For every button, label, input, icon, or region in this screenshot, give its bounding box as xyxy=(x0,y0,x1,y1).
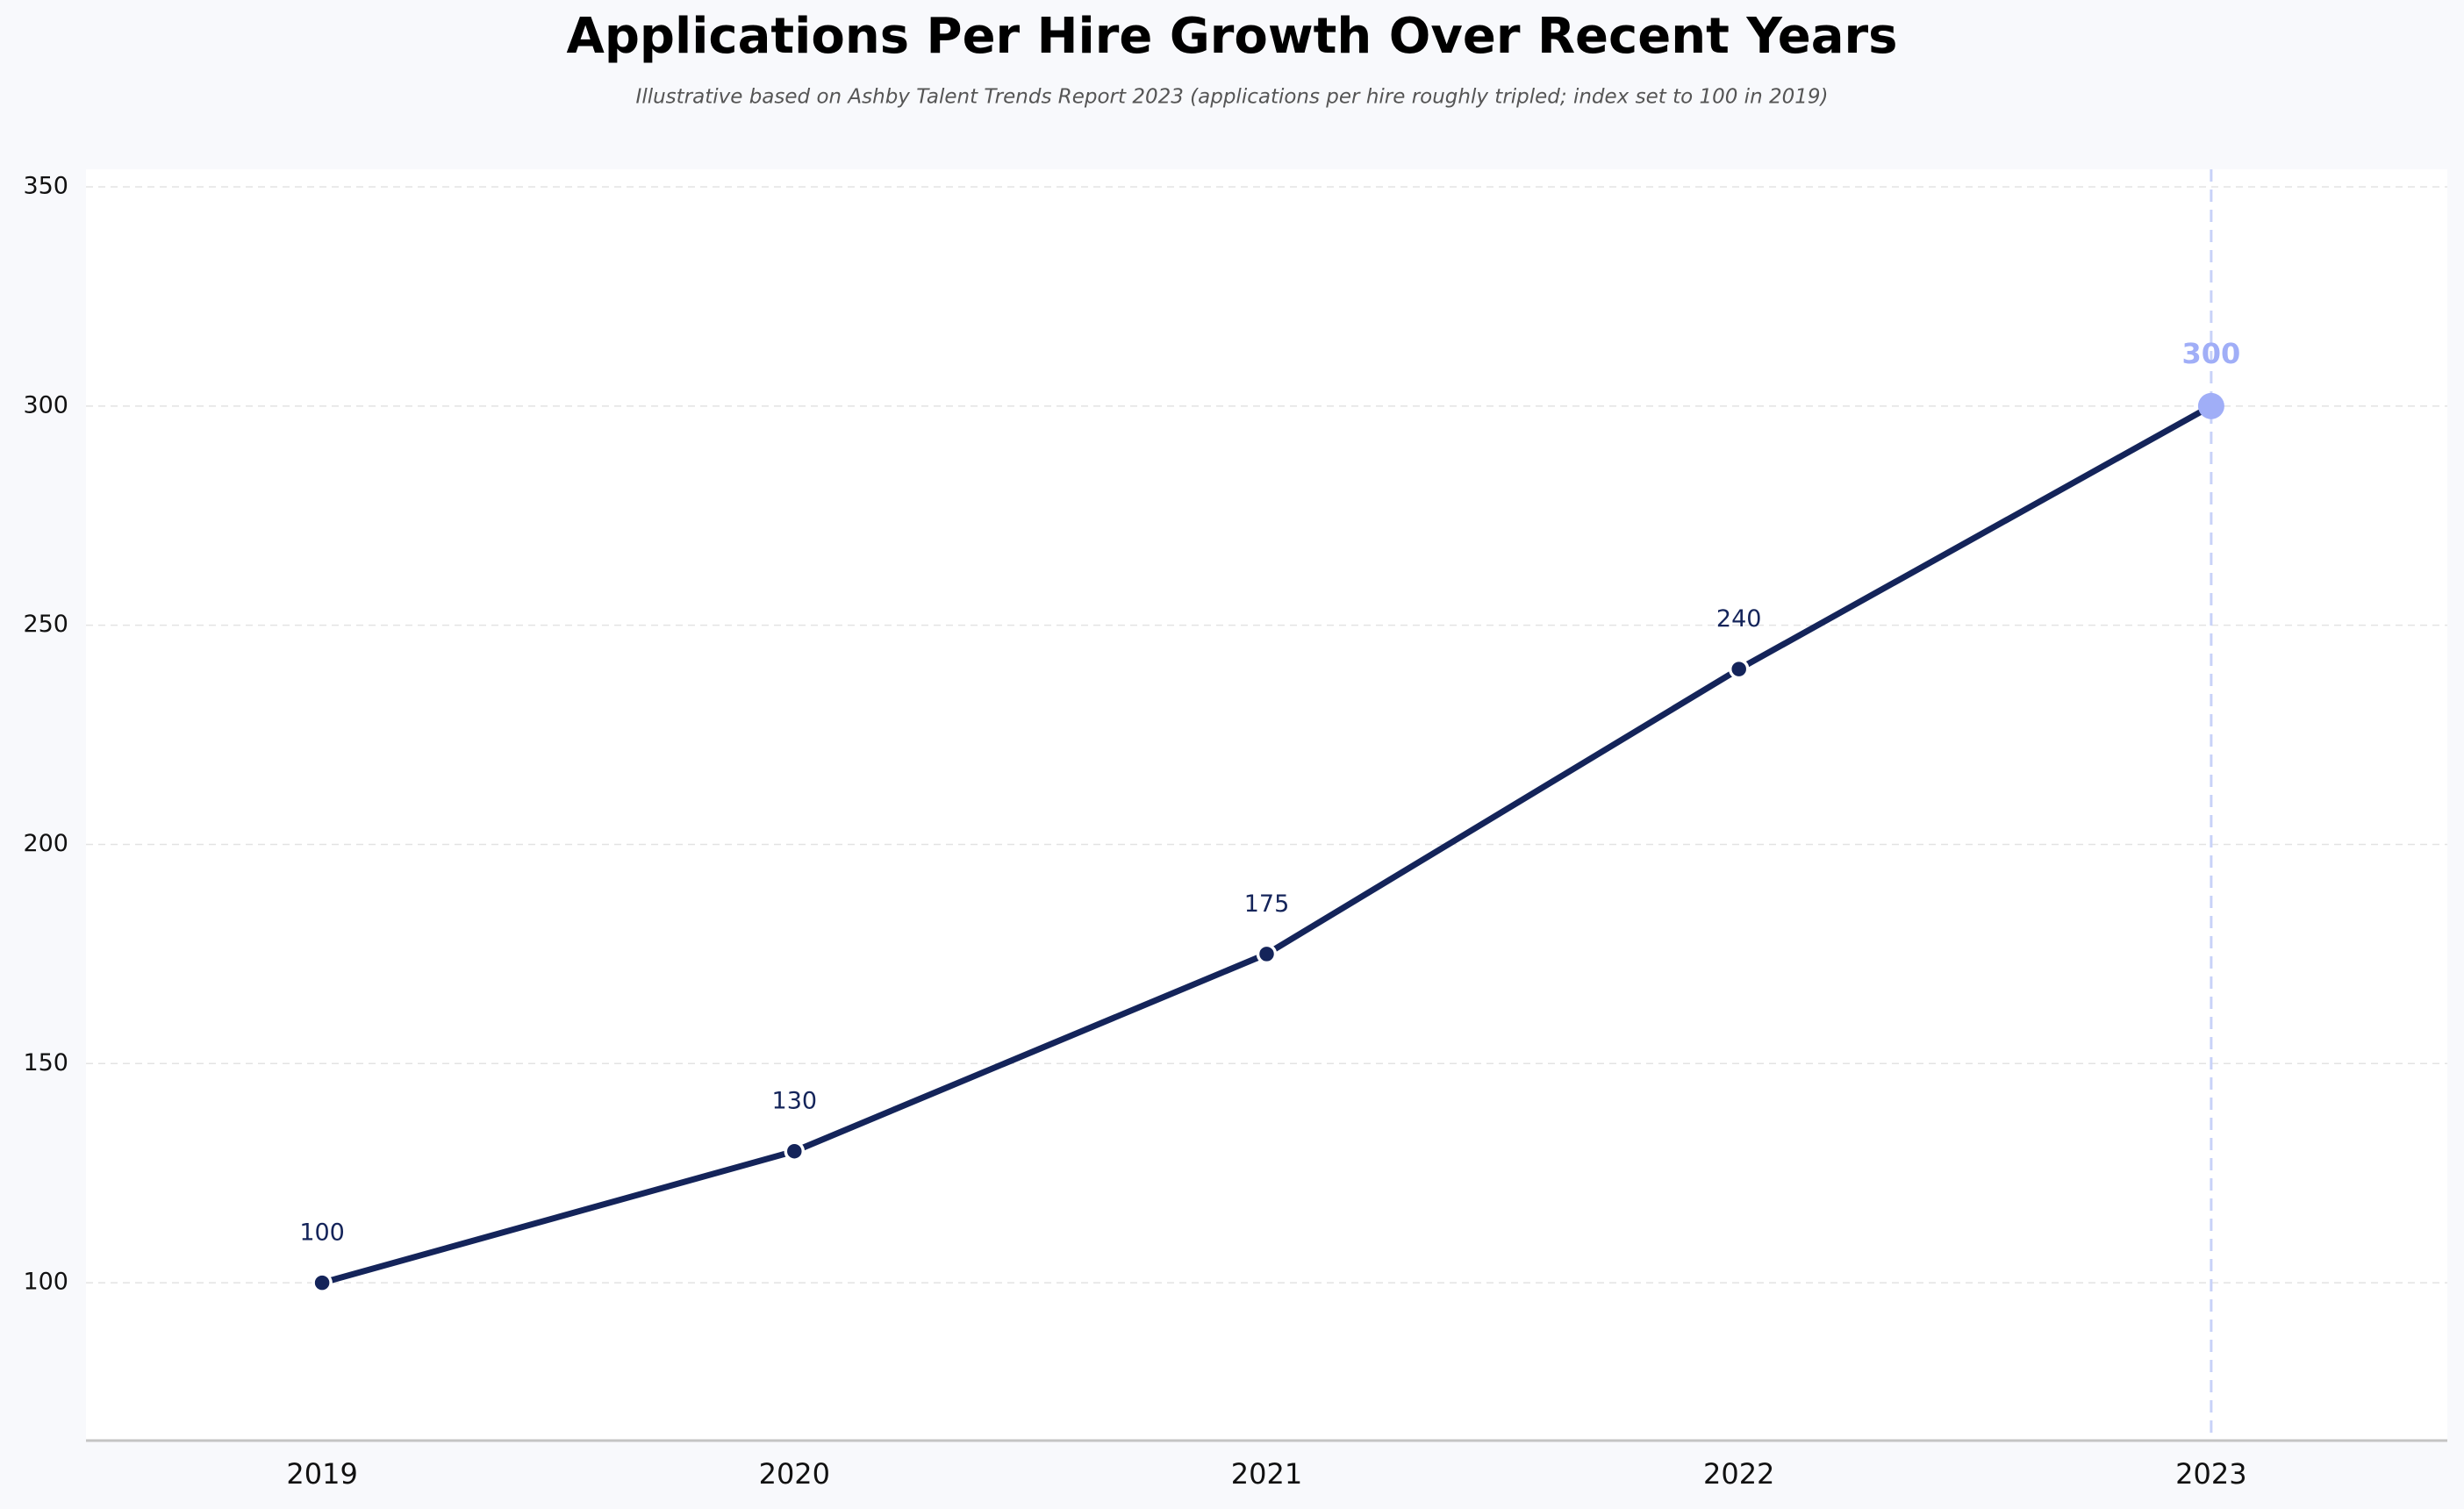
y-tick-label: 100 xyxy=(23,1269,68,1296)
data-label: 130 xyxy=(772,1088,818,1115)
data-point xyxy=(2197,392,2224,419)
y-tick-label: 150 xyxy=(23,1049,68,1076)
data-point xyxy=(1728,658,1750,680)
data-point xyxy=(1256,943,1278,965)
y-tick-label: 300 xyxy=(23,391,68,418)
y-tick-label: 250 xyxy=(23,611,68,638)
x-tick-label: 2019 xyxy=(286,1457,357,1491)
x-tick-label: 2020 xyxy=(759,1457,830,1491)
chart-title: Applications Per Hire Growth Over Recent… xyxy=(567,8,1898,65)
data-label: 100 xyxy=(299,1219,345,1247)
x-tick-label: 2021 xyxy=(1231,1457,1302,1491)
y-tick-label: 200 xyxy=(23,830,68,857)
x-tick-label: 2023 xyxy=(2175,1457,2246,1491)
plot-area xyxy=(86,169,2447,1441)
data-label: 300 xyxy=(2182,337,2241,370)
data-label: 175 xyxy=(1244,890,1290,918)
data-label: 240 xyxy=(1716,605,1762,633)
x-tick-label: 2022 xyxy=(1703,1457,1774,1491)
data-point xyxy=(784,1141,806,1162)
chart-subtitle: Illustrative based on Ashby Talent Trend… xyxy=(636,86,1829,109)
y-tick-label: 350 xyxy=(23,172,68,199)
data-point xyxy=(312,1272,333,1293)
